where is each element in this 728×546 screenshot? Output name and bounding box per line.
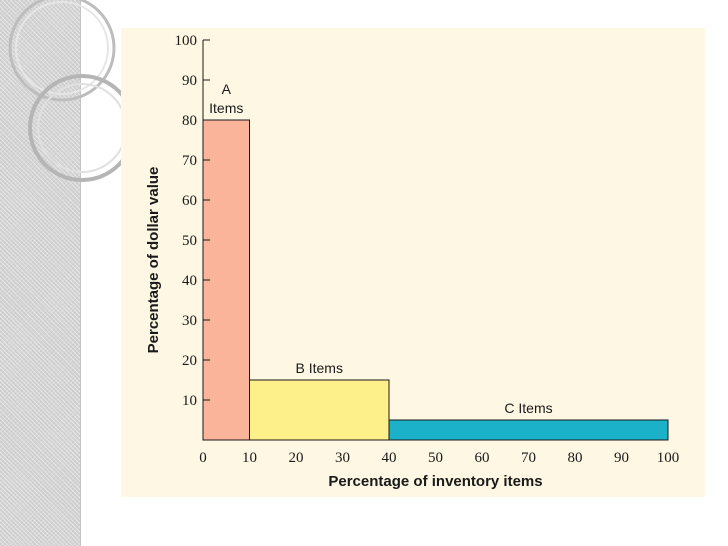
decorative-side-strip	[0, 0, 81, 546]
y-tick-label: 100	[175, 33, 198, 49]
x-axis-title: Percentage of inventory items	[328, 473, 542, 490]
bar-2	[388, 419, 669, 441]
x-tick-label: 50	[428, 450, 443, 466]
abc-inventory-chart: 10 20 30 40 50 60 70 80 90 100 0 10 20 30 40 50 60 70 80 90…	[145, 33, 680, 490]
y-axis-title: Percentage of dollar value	[145, 167, 162, 354]
chart-panel: 10 20 30 40 50 60 70 80 90 100 0 10 20 30 40 50 60 70 80 90…	[121, 28, 705, 497]
y-tick-label: 90	[182, 73, 197, 89]
x-tick-label: 10	[242, 450, 257, 466]
bar-0	[202, 119, 250, 441]
x-tick-label: 60	[475, 450, 490, 466]
bar-label-1-0: B Items	[296, 360, 343, 376]
y-tick-label: 50	[182, 233, 197, 249]
bar-1	[249, 379, 390, 441]
x-tick-label: 30	[335, 450, 350, 466]
labels-layer: A Items B Items C Items	[209, 81, 552, 416]
x-tick-label: 40	[382, 450, 397, 466]
x-tick-label: 0	[199, 450, 207, 466]
y-tick-label: 30	[182, 313, 197, 329]
y-tick-label: 40	[182, 273, 197, 289]
y-tick-label: 10	[182, 393, 197, 409]
bar-label-2-0: C Items	[504, 400, 552, 416]
decorative-circles	[8, 0, 130, 182]
y-tick-label: 80	[182, 113, 197, 129]
axes-layer: 10 20 30 40 50 60 70 80 90 100 0 10 20 30 40 50 60 70 80 90…	[175, 33, 680, 466]
y-tick-label: 20	[182, 353, 197, 369]
x-tick-label: 80	[568, 450, 583, 466]
y-tick-label: 70	[182, 153, 197, 169]
x-tick-label: 90	[614, 450, 629, 466]
x-tick-label: 100	[657, 450, 680, 466]
x-tick-label: 70	[521, 450, 536, 466]
bars-layer	[202, 119, 669, 441]
bar-label-0-0: A	[222, 81, 232, 97]
x-tick-label: 20	[289, 450, 304, 466]
bar-label-0-1: Items	[209, 100, 243, 116]
y-tick-label: 60	[182, 193, 197, 209]
